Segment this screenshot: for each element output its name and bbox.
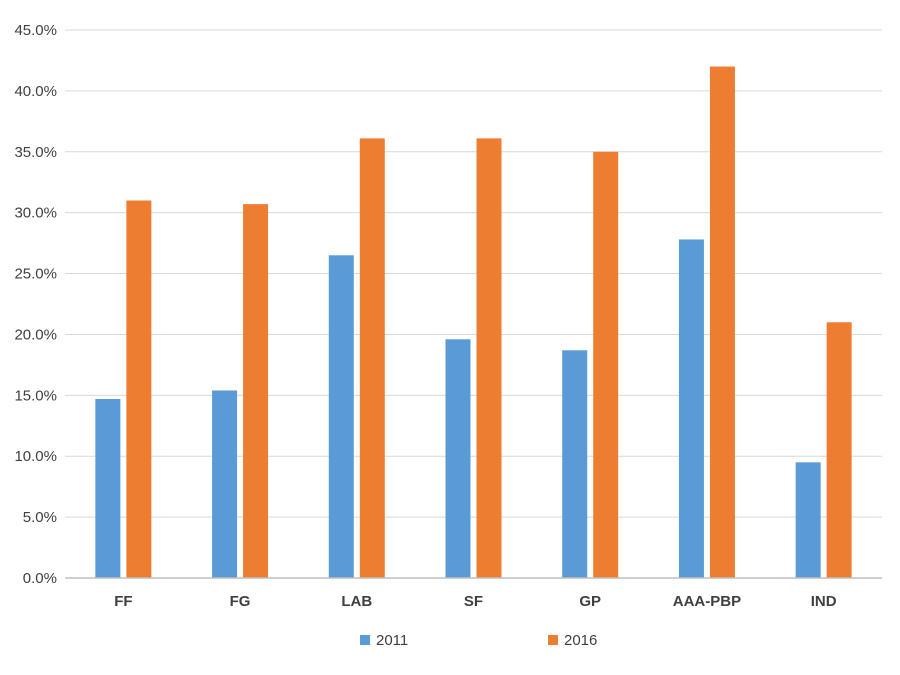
x-category-label: SF [464,593,483,610]
bar-2011-aaa-pbp [678,239,704,579]
x-category-label: AAA-PBP [673,593,741,610]
bar-2016-aaa-pbp [709,66,735,579]
y-tick-label: 45.0% [14,22,57,39]
y-tick-label: 20.0% [14,326,57,343]
legend-label: 2011 [376,632,408,649]
bar-2016-ind [826,322,852,578]
bar-2016-fg [243,204,269,579]
y-tick-label: 25.0% [14,266,57,283]
bar-2011-ind [795,462,821,578]
bar-2011-gp [562,350,588,578]
bar-2016-gp [593,151,619,578]
x-category-label: GP [579,593,601,610]
gridlines [65,29,882,518]
y-tick-label: 0.0% [23,570,57,587]
x-category-label: LAB [341,593,372,610]
bar-2016-sf [476,138,502,579]
bars [95,66,852,579]
legend-swatch [360,635,370,645]
legend-swatch [548,635,558,645]
x-axis-categories: FF FG LAB SF GP AAA-PBP IND [114,593,837,610]
bar-2011-fg [212,390,238,578]
y-tick-label: 5.0% [23,509,57,526]
y-axis-ticks: 0.0% 5.0% 10.0% 15.0% 20.0% 25.0% 30.0% 35.0% 40… [14,22,57,587]
y-tick-label: 30.0% [14,205,57,222]
bar-2016-lab [359,138,385,579]
bar-2011-lab [328,255,354,579]
y-tick-label: 35.0% [14,144,57,161]
legend: 2011 2016 [360,632,597,649]
x-category-label: FF [114,593,132,610]
x-category-label: IND [811,593,837,610]
y-tick-label: 40.0% [14,83,57,100]
legend-label: 2016 [564,632,597,649]
y-tick-label: 15.0% [14,387,57,404]
x-category-label: FG [230,593,251,610]
bar-2011-sf [445,339,471,578]
y-tick-label: 10.0% [14,448,57,465]
bar-2011-ff [95,398,121,578]
bar-2016-ff [126,200,152,578]
